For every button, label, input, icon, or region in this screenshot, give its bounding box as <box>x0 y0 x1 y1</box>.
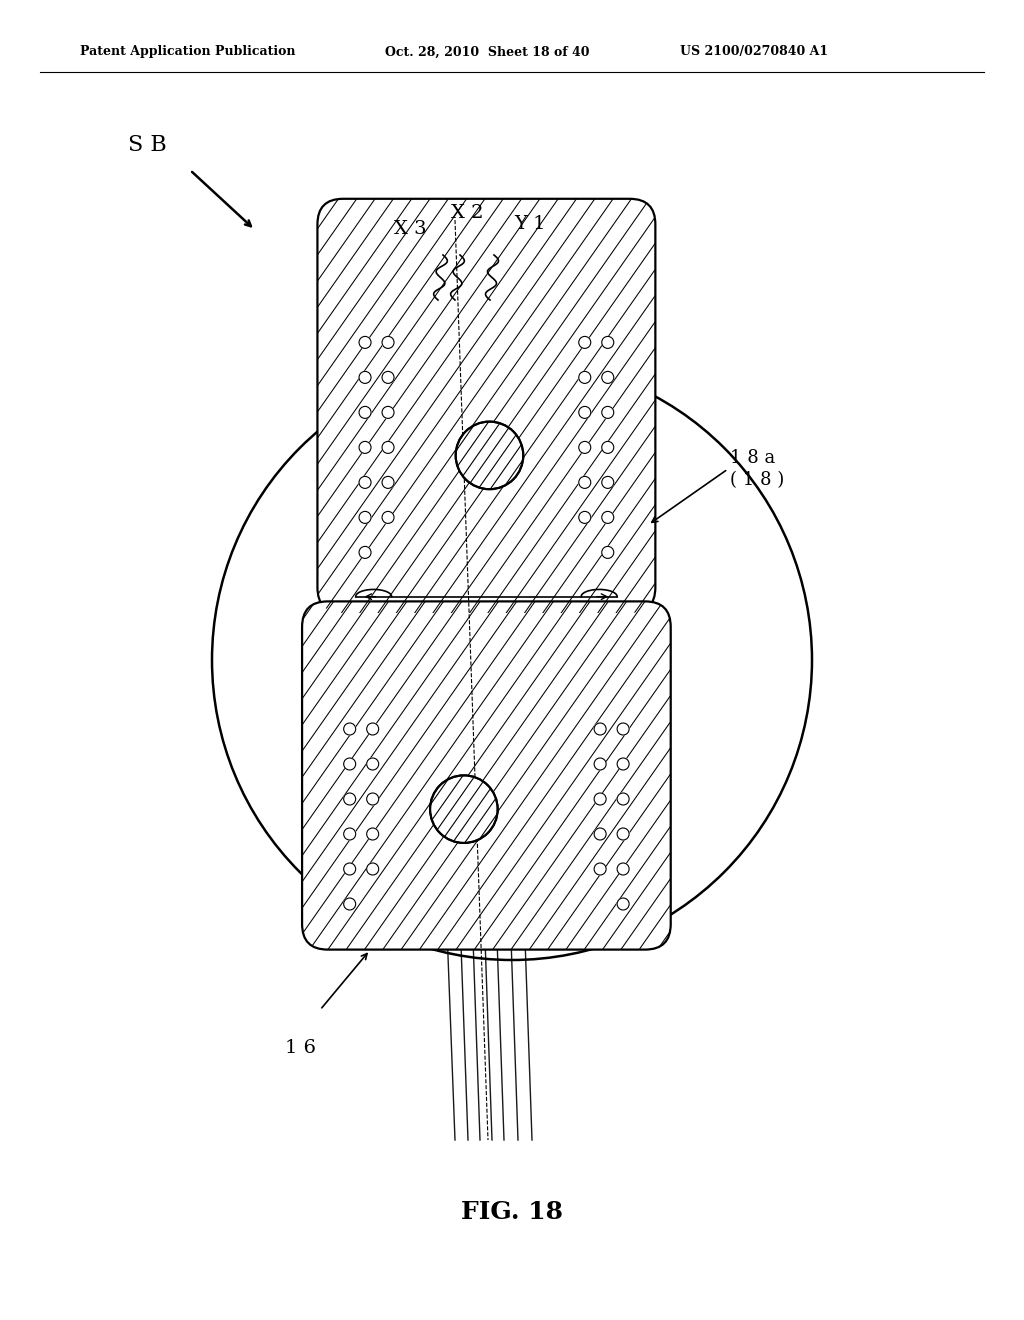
Text: 1 8 a: 1 8 a <box>730 449 775 467</box>
Circle shape <box>594 863 606 875</box>
Circle shape <box>359 477 371 488</box>
Circle shape <box>344 863 355 875</box>
Circle shape <box>359 511 371 524</box>
Circle shape <box>382 477 394 488</box>
Circle shape <box>359 407 371 418</box>
Circle shape <box>367 793 379 805</box>
Circle shape <box>602 407 613 418</box>
Circle shape <box>617 863 629 875</box>
Circle shape <box>367 758 379 770</box>
Text: ( 1 8 ): ( 1 8 ) <box>730 471 784 488</box>
Text: Oct. 28, 2010  Sheet 18 of 40: Oct. 28, 2010 Sheet 18 of 40 <box>385 45 590 58</box>
Circle shape <box>344 793 355 805</box>
Circle shape <box>430 775 498 843</box>
Circle shape <box>456 421 523 490</box>
Text: 1 6: 1 6 <box>285 1039 316 1057</box>
Circle shape <box>579 407 591 418</box>
Circle shape <box>617 723 629 735</box>
Circle shape <box>382 407 394 418</box>
FancyBboxPatch shape <box>302 602 671 949</box>
Circle shape <box>382 441 394 453</box>
Circle shape <box>359 546 371 558</box>
Text: X 3: X 3 <box>393 220 426 238</box>
Circle shape <box>617 793 629 805</box>
Circle shape <box>359 441 371 453</box>
Circle shape <box>617 828 629 840</box>
Text: Y 1: Y 1 <box>514 215 546 234</box>
Circle shape <box>579 441 591 453</box>
Circle shape <box>367 863 379 875</box>
Text: US 2100/0270840 A1: US 2100/0270840 A1 <box>680 45 828 58</box>
Circle shape <box>382 371 394 383</box>
Circle shape <box>367 828 379 840</box>
Text: X 2: X 2 <box>451 205 483 222</box>
Circle shape <box>344 758 355 770</box>
Circle shape <box>602 546 613 558</box>
Circle shape <box>594 828 606 840</box>
Text: S B: S B <box>128 135 167 156</box>
Circle shape <box>602 477 613 488</box>
Circle shape <box>382 337 394 348</box>
Circle shape <box>602 337 613 348</box>
Circle shape <box>594 758 606 770</box>
Circle shape <box>367 723 379 735</box>
Text: FIG. 18: FIG. 18 <box>461 1200 563 1224</box>
Circle shape <box>359 371 371 383</box>
Circle shape <box>382 511 394 524</box>
Circle shape <box>359 337 371 348</box>
Circle shape <box>344 898 355 909</box>
Circle shape <box>602 511 613 524</box>
Circle shape <box>344 828 355 840</box>
Text: Patent Application Publication: Patent Application Publication <box>80 45 296 58</box>
Circle shape <box>579 337 591 348</box>
Circle shape <box>579 477 591 488</box>
Circle shape <box>579 511 591 524</box>
Circle shape <box>602 371 613 383</box>
Circle shape <box>594 793 606 805</box>
Circle shape <box>579 371 591 383</box>
Circle shape <box>617 758 629 770</box>
FancyBboxPatch shape <box>317 199 655 612</box>
Circle shape <box>594 723 606 735</box>
Circle shape <box>617 898 629 909</box>
Circle shape <box>602 441 613 453</box>
Circle shape <box>344 723 355 735</box>
